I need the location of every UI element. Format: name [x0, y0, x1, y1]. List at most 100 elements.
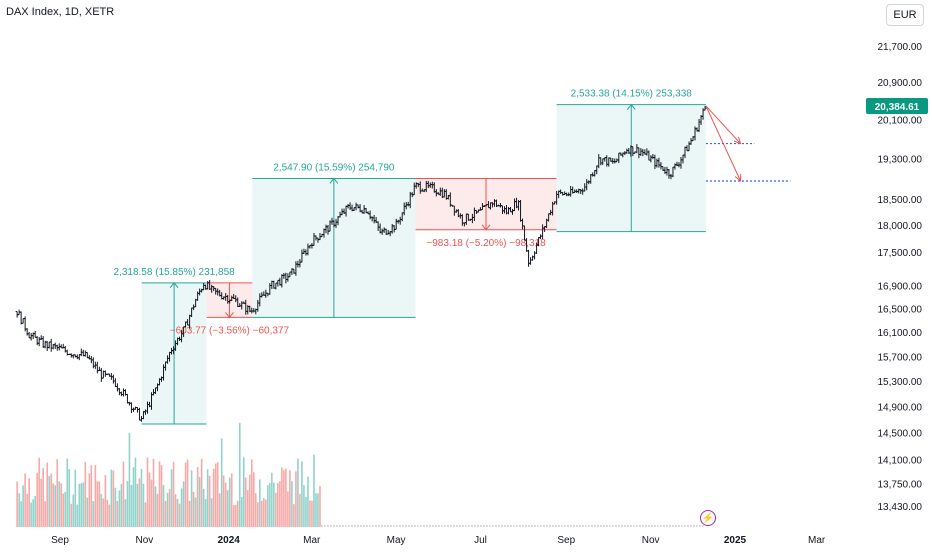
- y-tick-label: 15,700.00: [878, 352, 923, 363]
- volume-bar: [182, 481, 185, 527]
- y-tick-label: 14,500.00: [878, 429, 923, 440]
- volume-bar: [78, 483, 81, 527]
- volume-bar: [271, 472, 273, 527]
- volume-bar: [263, 498, 265, 527]
- volume-bar: [194, 497, 197, 527]
- y-tick-label: 17,500.00: [878, 248, 923, 259]
- volume-bar: [273, 482, 275, 527]
- volume-bar: [110, 469, 113, 527]
- volume-bar: [224, 482, 227, 527]
- volume-bar: [80, 483, 83, 527]
- projection-arrow-head: [733, 136, 742, 145]
- volume-bar: [238, 422, 241, 527]
- volume-bar: [52, 483, 55, 527]
- volume-bar: [26, 493, 28, 527]
- currency-button[interactable]: EUR: [886, 4, 924, 26]
- volume-bar: [172, 461, 175, 527]
- volume-bar: [100, 493, 103, 527]
- measure-arrow-head: [626, 103, 636, 110]
- volume-bar: [180, 488, 183, 527]
- volume-bar: [96, 481, 99, 527]
- volume-bar: [138, 478, 141, 527]
- volume-bar: [299, 494, 301, 527]
- volume-bar: [196, 467, 199, 527]
- volume-bar: [148, 472, 151, 527]
- x-tick-label: Nov: [642, 535, 660, 546]
- volume-bar: [146, 457, 149, 527]
- measure-arrow-head: [481, 224, 491, 231]
- volume-bar: [287, 491, 289, 527]
- projection-arrow: [705, 105, 741, 144]
- y-tick-label: 18,500.00: [878, 195, 923, 206]
- volume-bar: [116, 501, 119, 527]
- volume-bar: [98, 481, 101, 527]
- volume-bar: [228, 477, 231, 527]
- volume-bar: [122, 461, 125, 527]
- volume-bar: [132, 467, 135, 527]
- volume-bar: [58, 481, 61, 527]
- volume-bar: [279, 481, 281, 527]
- volume-bar: [301, 461, 303, 527]
- volume-bar: [176, 498, 179, 527]
- volume-bar: [36, 472, 38, 527]
- projection-arrow-head: [734, 173, 742, 183]
- y-tick-label: 16,100.00: [878, 328, 923, 339]
- volume-bar: [315, 493, 317, 527]
- volume-bar: [293, 504, 295, 527]
- last-price-tag: 20,384.61: [866, 97, 928, 114]
- last-price-label: 20,384.61: [875, 102, 920, 113]
- volume-bar: [198, 476, 201, 527]
- y-tick-label: 13,430.00: [878, 502, 923, 513]
- volume-bar: [291, 481, 293, 527]
- volume-bar: [309, 500, 311, 527]
- volume-bar: [313, 454, 315, 527]
- volume-bar: [56, 459, 59, 527]
- volume-bar: [38, 457, 40, 527]
- x-tick-label: 2025: [724, 535, 747, 546]
- volume-bar: [168, 489, 171, 527]
- measure-arrow-head: [329, 177, 339, 184]
- volume-bar: [244, 477, 247, 527]
- volume-bar: [204, 499, 207, 527]
- volume-bar: [114, 487, 117, 527]
- volume-bar: [54, 485, 57, 527]
- lightning-icon[interactable]: ⚡: [700, 510, 716, 526]
- x-tick-label: Sep: [557, 535, 575, 546]
- measure-box-4: −983.18 (−5.20%) −98,318: [415, 177, 557, 249]
- volume-bar: [18, 493, 20, 527]
- volume-bar: [48, 476, 51, 527]
- volume-bar: [46, 462, 49, 527]
- volume-bar: [178, 503, 181, 527]
- volume-bar: [118, 490, 121, 527]
- volume-bar: [44, 501, 46, 527]
- volume-bar: [174, 494, 177, 527]
- volume-bar: [120, 483, 123, 527]
- volume-bar: [269, 482, 271, 527]
- y-tick-label: 14,900.00: [878, 402, 923, 413]
- measure-label: 2,318.58 (15.85%) 231,858: [114, 267, 236, 278]
- volume-bar: [170, 469, 173, 527]
- volume-bar: [265, 499, 267, 527]
- volume-bar: [64, 492, 67, 527]
- volume-bar: [130, 485, 133, 527]
- volume-bar: [232, 504, 235, 527]
- volume-bar: [192, 491, 195, 527]
- volume-bar: [72, 494, 75, 527]
- y-tick-label: 21,700.00: [878, 42, 923, 53]
- volume-bar: [212, 468, 215, 527]
- volume-bar: [152, 458, 155, 527]
- volume-bar: [226, 490, 229, 527]
- x-tick-label: Mar: [808, 535, 826, 546]
- volume-bar: [158, 461, 161, 527]
- volume-bar: [303, 485, 305, 527]
- volume-bar: [144, 502, 147, 527]
- volume-bar: [190, 470, 193, 527]
- volume-bar: [94, 465, 97, 527]
- volume-bar: [256, 502, 259, 527]
- volume-bar: [277, 482, 279, 527]
- volume-bar: [50, 473, 53, 527]
- volume-bar: [112, 470, 115, 527]
- volume-bar: [305, 496, 307, 527]
- volume-bar: [136, 483, 139, 527]
